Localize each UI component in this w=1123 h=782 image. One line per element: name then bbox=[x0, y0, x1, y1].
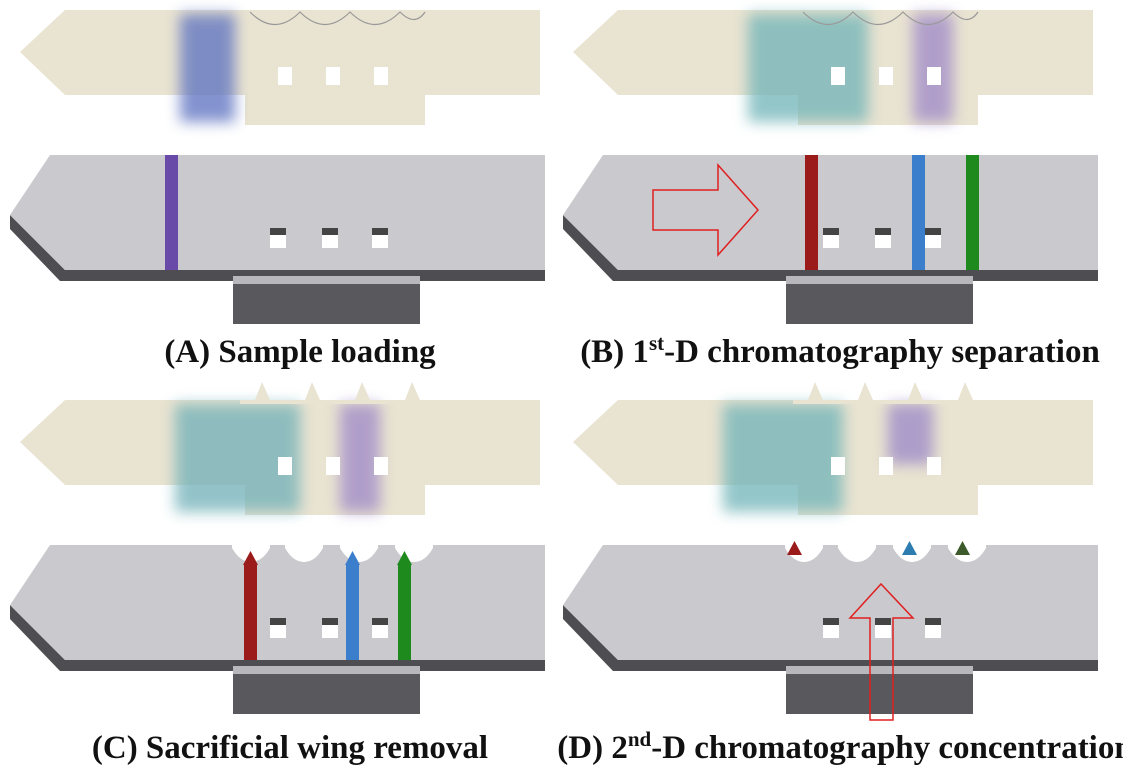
device-hole-top bbox=[322, 618, 338, 625]
device-hole-top bbox=[372, 228, 388, 235]
base-plate bbox=[233, 666, 420, 674]
paper-hole bbox=[278, 457, 292, 475]
panel bbox=[10, 382, 545, 714]
paper-hole bbox=[278, 67, 292, 85]
device-hole-top bbox=[823, 618, 839, 625]
device-hole-top bbox=[875, 228, 891, 235]
paper-hole bbox=[879, 67, 893, 85]
paper-hole bbox=[326, 67, 340, 85]
caption: (D) 2nd-D chromatography concentration bbox=[557, 727, 1123, 766]
dye-band bbox=[180, 14, 235, 122]
device-body bbox=[10, 155, 545, 270]
dye-band bbox=[888, 404, 933, 464]
device-hole-top bbox=[372, 618, 388, 625]
caption: (B) 1st-D chromatography separation bbox=[580, 331, 1100, 370]
paper-hole bbox=[927, 457, 941, 475]
device-hole-top bbox=[322, 228, 338, 235]
device-body bbox=[563, 155, 1098, 270]
dye-band bbox=[748, 14, 868, 122]
panel bbox=[563, 382, 1098, 720]
base-block bbox=[786, 284, 973, 324]
band-line bbox=[244, 565, 257, 660]
band-line bbox=[966, 155, 979, 270]
base-block bbox=[233, 284, 420, 324]
device-hole-top bbox=[823, 228, 839, 235]
band-line bbox=[912, 155, 925, 270]
device-hole-top bbox=[270, 228, 286, 235]
base-block bbox=[786, 674, 973, 714]
device-hole-top bbox=[875, 618, 891, 625]
base-block bbox=[233, 674, 420, 714]
paper-hole bbox=[374, 67, 388, 85]
device-body bbox=[10, 545, 545, 660]
dye-band bbox=[723, 404, 843, 512]
paper-hole bbox=[831, 457, 845, 475]
panel bbox=[563, 10, 1098, 324]
band-line bbox=[805, 155, 818, 270]
wing-teeth bbox=[240, 382, 425, 404]
base-plate bbox=[786, 276, 973, 284]
device-hole-top bbox=[270, 618, 286, 625]
band-line bbox=[165, 155, 178, 270]
band-line bbox=[398, 565, 411, 660]
paper-hole bbox=[927, 67, 941, 85]
device-hole-top bbox=[925, 228, 941, 235]
figure: (A) Sample loading (B) 1st-D chromatogra… bbox=[0, 0, 1123, 782]
band-line bbox=[346, 565, 359, 660]
base-plate bbox=[786, 666, 973, 674]
paper-hole bbox=[879, 457, 893, 475]
paper-hole bbox=[374, 457, 388, 475]
paper-hole bbox=[831, 67, 845, 85]
device-body bbox=[563, 545, 1098, 660]
paper-hole bbox=[326, 457, 340, 475]
caption: (A) Sample loading bbox=[164, 334, 436, 370]
device-hole-top bbox=[925, 618, 941, 625]
panel bbox=[10, 10, 545, 324]
caption: (C) Sacrificial wing removal bbox=[92, 730, 488, 766]
wing-teeth bbox=[793, 382, 978, 404]
base-plate bbox=[233, 276, 420, 284]
